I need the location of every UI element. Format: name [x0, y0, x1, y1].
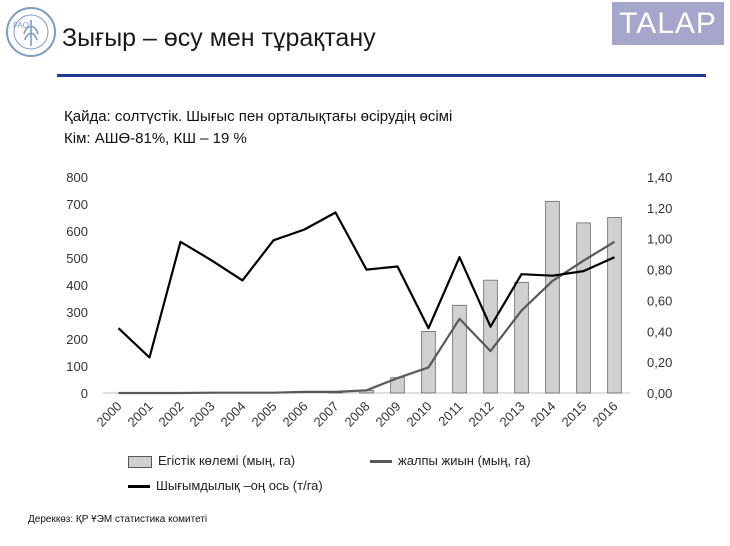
bar-sown-area	[545, 200, 560, 394]
left-axis-tick-label: 0	[81, 386, 88, 401]
legend-label-yield: Шығымдылық –оң ось (т/га)	[156, 478, 323, 493]
bar-sown-area	[421, 331, 436, 394]
x-axis-tick-label: 2008	[342, 399, 373, 430]
right-axis-tick-label: 0,80	[647, 263, 672, 278]
bar-sown-area	[483, 279, 498, 394]
right-axis-tick-label: 0,60	[647, 293, 672, 308]
talap-badge: TALAP	[612, 2, 724, 45]
bar-sown-area	[576, 222, 591, 394]
left-axis-tick-label: 500	[66, 251, 88, 266]
fao-logo: FAO	[5, 6, 57, 58]
right-axis-tick-label: 0,00	[647, 386, 672, 401]
page-title: Зығыр – өсу мен тұрақтану	[62, 24, 376, 52]
x-axis-tick-label: 2010	[404, 399, 435, 430]
right-axis-tick-label: 0,20	[647, 355, 672, 370]
x-axis-tick-label: 2011	[435, 399, 465, 429]
x-axis-tick-label: 2009	[373, 399, 404, 430]
fao-logo-text: FAO	[13, 21, 29, 30]
legend-item-bars: Егістік көлемі (мың, га)	[128, 453, 295, 468]
x-axis-tick-label: 2000	[94, 399, 125, 430]
chart-subtitle-who: Кім: АШӨ-81%, КШ – 19 %	[64, 130, 247, 147]
right-axis-tick-label: 0,40	[647, 324, 672, 339]
line-yield	[117, 211, 615, 359]
left-axis-tick-label: 200	[66, 332, 88, 347]
x-axis-tick-label: 2015	[559, 399, 590, 430]
legend-swatch-gross	[370, 460, 392, 464]
legend-item-yield: Шығымдылық –оң ось (т/га)	[128, 478, 323, 493]
left-axis-tick-label: 800	[66, 170, 88, 185]
line-gross-harvest	[118, 240, 616, 395]
right-axis-tick-label: 1,20	[647, 201, 672, 216]
left-axis-tick-label: 300	[66, 305, 88, 320]
bar-sown-area	[514, 281, 529, 394]
x-axis-tick-label: 2013	[497, 399, 528, 430]
legend-item-gross: жалпы жиын (мың, га)	[370, 453, 531, 468]
right-axis-tick-label: 1,00	[647, 232, 672, 247]
left-axis-tick-label: 700	[66, 197, 88, 212]
chart-subtitle-where: Қайда: солтүстік. Шығыс пен орталықтағы …	[64, 108, 453, 125]
legend-swatch-bars	[128, 455, 152, 468]
bar-sown-area	[607, 217, 622, 394]
x-axis-tick-label: 2005	[249, 399, 280, 430]
source-note: Дереккөз: ҚР ҰЭМ статистика комитеті	[28, 514, 208, 525]
x-axis-tick-label: 2014	[528, 399, 559, 430]
x-axis-tick-label: 2001	[125, 399, 156, 430]
x-axis-tick-label: 2004	[218, 399, 249, 430]
x-axis-tick-label: 2002	[156, 399, 187, 430]
x-axis-tick-label: 2016	[590, 399, 621, 430]
right-axis-tick-label: 1,40	[647, 170, 672, 185]
header-divider	[57, 74, 706, 77]
legend-label-gross: жалпы жиын (мың, га)	[398, 453, 531, 468]
x-axis-tick-label: 2003	[187, 399, 218, 430]
left-axis-tick-label: 100	[66, 359, 88, 374]
left-axis-tick-label: 600	[66, 224, 88, 239]
x-axis-tick-label: 2012	[466, 399, 497, 430]
x-axis-tick-label: 2007	[311, 399, 342, 430]
left-axis-tick-label: 400	[66, 278, 88, 293]
x-axis-tick-label: 2006	[280, 399, 311, 430]
bar-sown-area	[452, 304, 467, 394]
legend-label-bars: Егістік көлемі (мың, га)	[158, 453, 296, 468]
fao-logo-icon: FAO	[6, 7, 56, 57]
legend-swatch-yield	[128, 485, 150, 489]
